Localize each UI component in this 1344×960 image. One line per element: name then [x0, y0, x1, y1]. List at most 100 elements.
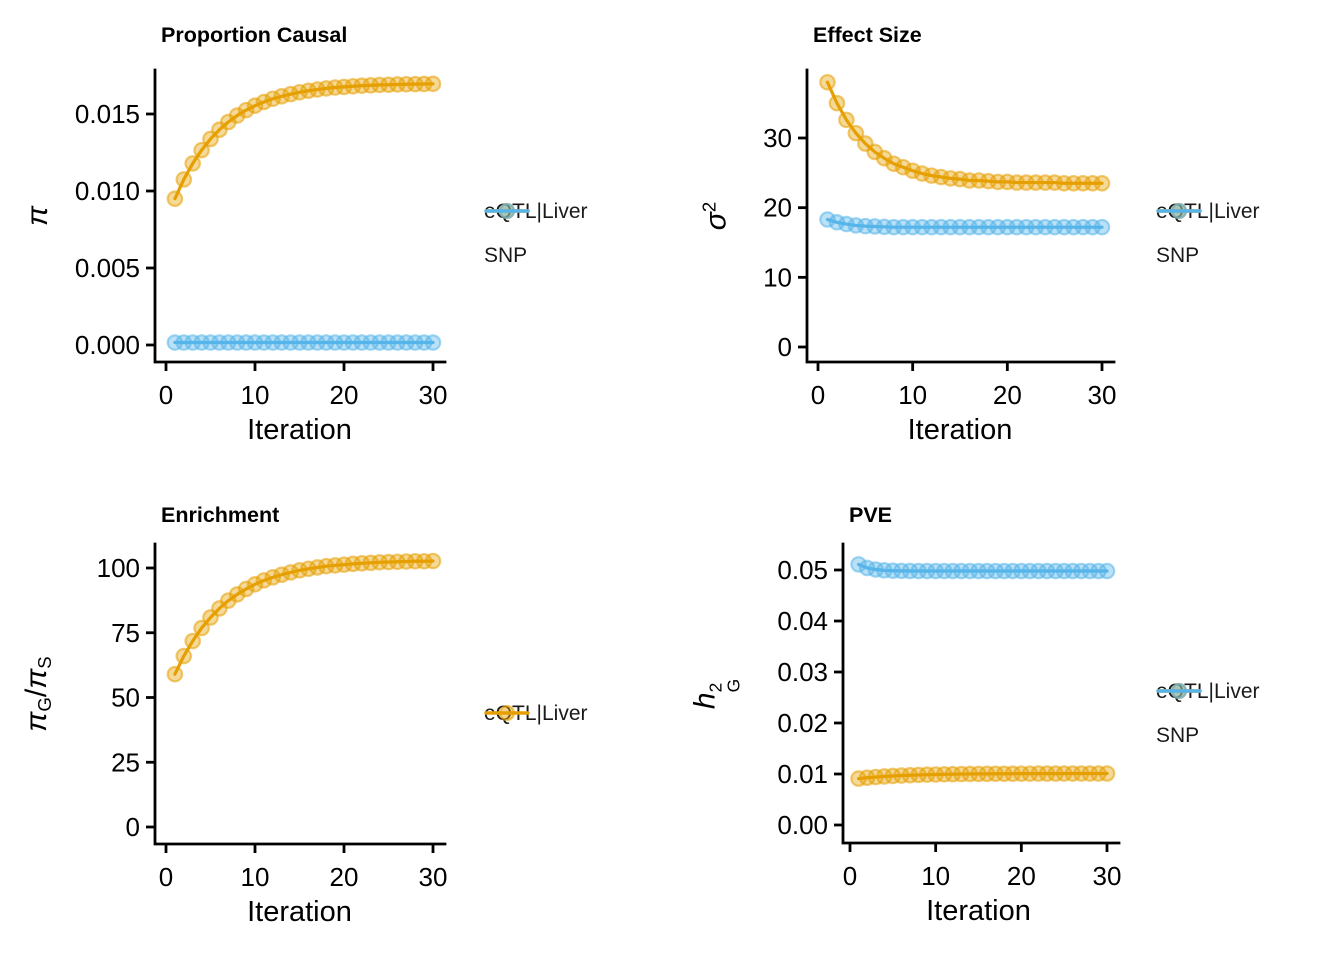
legend: eQTL|Liver SNP: [484, 200, 588, 268]
series-marker: [184, 155, 201, 172]
y-tick-label: 0.02: [777, 708, 828, 738]
series-marker: [237, 101, 255, 119]
series-marker: [184, 632, 201, 650]
x-tick-label: 0: [843, 861, 857, 891]
legend-item-eqtl-liver: eQTL|Liver: [484, 702, 588, 726]
y-tick-label: 0.01: [777, 759, 828, 789]
x-tick-label: 20: [993, 380, 1022, 410]
x-tick-label: 0: [159, 380, 173, 410]
series-marker: [424, 552, 442, 570]
x-tick-label: 10: [921, 861, 950, 891]
series-marker: [885, 155, 903, 173]
series-marker: [828, 94, 846, 112]
y-tick-label: 0.00: [777, 810, 828, 840]
series-marker: [246, 97, 264, 114]
series-marker: [1098, 765, 1116, 782]
legend-label: SNP: [1156, 724, 1200, 747]
legend-label: SNP: [484, 244, 528, 267]
series-marker: [175, 171, 193, 188]
legend-item-snp: SNP: [484, 202, 588, 268]
series-marker: [193, 619, 210, 637]
series-marker: [166, 190, 184, 207]
panel-proportion-causal: Proportion Causal 0.000 0.005 0.010 0.015 0 1…: [0, 0, 672, 480]
legend-key-icon: [484, 704, 530, 722]
y-tick-label: 0.005: [75, 253, 140, 283]
x-axis-title: Iteration: [247, 414, 352, 446]
legend-item-snp: SNP: [1156, 202, 1260, 268]
y-tick-label: 0.010: [75, 176, 140, 206]
series-marker: [904, 162, 921, 180]
series-marker: [255, 572, 273, 589]
series-marker: [847, 124, 865, 142]
chart-svg: 0 10 20 30 0 10 20 30: [763, 68, 1117, 410]
series-marker: [819, 211, 836, 228]
series-marker: [166, 665, 184, 683]
series-marker: [175, 647, 193, 665]
legend-item-snp: SNP: [1156, 682, 1260, 748]
y-axis-title: σ2: [698, 201, 733, 231]
panel-pve: PVE 0.00 0.01 0.02 0.03 0.04 0.05 0 10 20 30 Itera…: [672, 480, 1344, 960]
series-marker: [228, 586, 246, 603]
series-line-eqtl-liver: [825, 80, 1104, 185]
series-marker: [237, 580, 255, 598]
series-marker: [1093, 174, 1111, 192]
axis-line: [841, 542, 1121, 845]
panel-enrichment: Enrichment 0 25 50 75 100 0 10 20 30 Iteration πG/…: [0, 480, 672, 960]
x-tick-label: 0: [811, 380, 825, 410]
y-axis-title: πG/πS: [19, 656, 56, 732]
x-axis-title: Iteration: [926, 895, 1031, 927]
axis-line: [153, 68, 447, 364]
series-marker: [424, 334, 442, 351]
chart-plot-area: 0.00 0.01 0.02 0.03 0.04 0.05 0 10 20 30 Iteration…: [672, 480, 1344, 960]
axis-line: [153, 542, 447, 846]
y-tick-label: 0: [778, 332, 792, 362]
y-tick-label: 0: [126, 812, 140, 842]
series-marker: [894, 158, 912, 176]
legend-key-icon: [484, 202, 530, 220]
legend-key-icon: [1156, 202, 1202, 220]
x-tick-label: 30: [419, 380, 448, 410]
panel-title: Proportion Causal: [161, 23, 348, 47]
x-axis-title: Iteration: [907, 414, 1013, 446]
chart-svg: 0.000 0.005 0.010 0.015 0 10 20 30: [75, 68, 448, 410]
legend: eQTL|Liver SNP: [1156, 200, 1260, 268]
x-axis-title: Iteration: [247, 896, 352, 928]
series-marker: [838, 111, 855, 129]
series-marker: [819, 73, 836, 91]
series-marker: [246, 576, 264, 593]
y-axis-title: π: [21, 205, 54, 227]
series-marker: [1098, 562, 1116, 580]
y-tick-label: 100: [97, 553, 140, 583]
x-tick-label: 30: [419, 862, 448, 892]
series-marker: [193, 141, 210, 159]
legend-key-icon: [1156, 682, 1202, 700]
legend: eQTL|Liver: [484, 702, 588, 726]
y-tick-label: 10: [763, 262, 792, 292]
panel-title: PVE: [849, 503, 893, 527]
x-tick-label: 30: [1088, 380, 1117, 410]
y-tick-label: 0.03: [777, 657, 828, 687]
series-marker: [1093, 218, 1111, 236]
x-tick-label: 30: [1093, 861, 1122, 891]
x-tick-label: 0: [159, 862, 173, 892]
chart-plot-area: 0.000 0.005 0.010 0.015 0 10 20 30 Iteration π eQT…: [0, 0, 672, 480]
x-tick-label: 10: [241, 380, 270, 410]
chart-svg: 0.00 0.01 0.02 0.03 0.04 0.05 0 10 20 30: [777, 542, 1122, 891]
chart-plot-area: 0 25 50 75 100 0 10 20 30 Iteration πG/πS eQTL|Live…: [0, 480, 672, 960]
series-marker: [424, 75, 442, 93]
x-tick-label: 20: [1007, 861, 1036, 891]
panel-effect-size: Effect Size 0 10 20 30 0 10 20 30 Iteration σ2 eQT…: [672, 0, 1344, 480]
chart-plot-area: 0 10 20 30 0 10 20 30 Iteration σ2 eQTL|Liver SNP: [672, 0, 1344, 480]
panel-title: Enrichment: [161, 503, 280, 527]
series-marker: [850, 556, 867, 573]
y-tick-label: 20: [763, 193, 792, 223]
x-tick-label: 20: [330, 862, 359, 892]
y-tick-label: 0.04: [777, 606, 828, 636]
series-marker: [255, 93, 273, 111]
x-tick-label: 10: [241, 862, 270, 892]
axis-line: [805, 68, 1116, 364]
y-tick-label: 75: [111, 618, 140, 648]
legend-label: SNP: [1156, 244, 1200, 267]
chart-svg: 0 25 50 75 100 0 10 20 30: [97, 542, 448, 892]
